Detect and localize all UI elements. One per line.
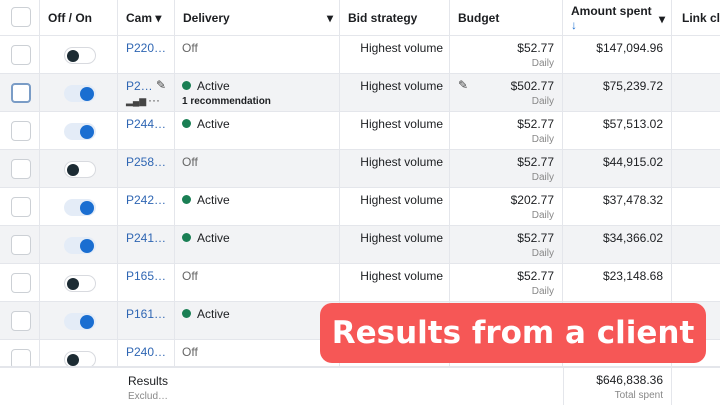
campaign-name-link[interactable]: P258… — [126, 155, 167, 169]
excluded-label: Exclud… — [128, 391, 169, 402]
budget-period: Daily — [531, 210, 554, 221]
header-link-clicks[interactable]: Link cli — [682, 11, 720, 25]
row-checkbox[interactable] — [11, 311, 31, 331]
campaign-name-link[interactable]: P241… — [126, 231, 167, 245]
budget-period: Daily — [531, 96, 554, 107]
active-status-dot — [182, 309, 191, 318]
bid-strategy: Highest volume — [360, 155, 443, 169]
caret-down-icon: ▾ — [155, 11, 162, 25]
campaign-toggle[interactable] — [64, 47, 96, 64]
header-amount-spent[interactable]: Amount spent ▾ ↓ — [563, 0, 672, 35]
budget-value: $52.77 — [517, 231, 554, 245]
budget-period: Daily — [531, 286, 554, 297]
campaign-toggle[interactable] — [64, 237, 96, 254]
delivery-status: Off — [182, 41, 198, 55]
amount-spent-value: $57,513.02 — [602, 117, 663, 131]
table-row[interactable]: P241… Active Highest volume $52.77 Daily … — [0, 226, 720, 264]
delivery-status: Off — [182, 345, 198, 359]
amount-spent-value: $23,148.68 — [602, 269, 663, 283]
header-budget[interactable]: Budget — [450, 0, 563, 35]
more-icon[interactable]: ··· — [148, 93, 160, 107]
campaign-name-link[interactable]: P220… — [126, 41, 167, 55]
row-checkbox[interactable] — [11, 121, 31, 141]
caption-banner: Results from a client — [320, 303, 706, 363]
table-footer: Results Exclud… $646,838.36 Total spent — [0, 366, 720, 405]
budget-period: Daily — [531, 58, 554, 69]
bid-strategy: Highest volume — [360, 231, 443, 245]
bid-strategy: Highest volume — [360, 41, 443, 55]
campaign-name-link[interactable]: P2… — [126, 79, 153, 93]
recommendation-label[interactable]: 1 recommendation — [182, 96, 271, 107]
campaign-name-link[interactable]: P165… — [126, 269, 167, 283]
budget-period: Daily — [531, 248, 554, 259]
caret-down-icon: ▾ — [326, 11, 333, 25]
campaign-name-link[interactable]: P240… — [126, 345, 167, 359]
edit-icon[interactable]: ✎ — [156, 78, 167, 92]
budget-value: $52.77 — [517, 117, 554, 131]
amount-spent-value: $147,094.96 — [596, 41, 663, 55]
chart-icon[interactable]: ▂▄▆ — [126, 96, 147, 106]
bid-strategy: Highest volume — [360, 269, 443, 283]
active-status-dot — [182, 233, 191, 242]
campaign-toggle[interactable] — [64, 313, 96, 330]
row-checkbox[interactable] — [11, 83, 31, 103]
total-spent-value: $646,838.36 — [596, 373, 663, 387]
row-checkbox[interactable] — [11, 235, 31, 255]
campaign-toggle[interactable] — [64, 161, 96, 178]
table-header: Off / On Cam ▾ Delivery ▾ Bid strategy Bu… — [0, 0, 720, 36]
delivery-status: Active — [197, 193, 230, 207]
delivery-status: Off — [182, 155, 198, 169]
caret-down-icon: ▾ — [658, 12, 665, 26]
total-spent-label: Total spent — [614, 390, 663, 401]
campaign-toggle[interactable] — [64, 275, 96, 292]
campaign-name-link[interactable]: P161… — [126, 307, 167, 321]
delivery-status: Active — [197, 117, 230, 131]
budget-value: $52.77 — [517, 269, 554, 283]
sort-descending-icon: ↓ — [571, 18, 577, 32]
campaign-toggle[interactable] — [64, 199, 96, 216]
budget-value: $52.77 — [517, 41, 554, 55]
campaign-name-link[interactable]: P242… — [126, 193, 167, 207]
table-row[interactable]: P242… Active Highest volume $202.77 Daily… — [0, 188, 720, 226]
results-label: Results — [128, 374, 169, 388]
budget-value: $502.77 — [510, 79, 554, 93]
header-bid-strategy[interactable]: Bid strategy — [340, 0, 450, 35]
budget-value: $202.77 — [510, 193, 554, 207]
campaign-name-link[interactable]: P244… — [126, 117, 167, 131]
header-cam[interactable]: Cam ▾ — [118, 0, 175, 35]
row-checkbox[interactable] — [11, 45, 31, 65]
header-off-on: Off / On — [40, 0, 118, 35]
budget-period: Daily — [531, 134, 554, 145]
table-row[interactable]: P165… Off Highest volume $52.77 Daily $23… — [0, 264, 720, 302]
bid-strategy: Highest volume — [360, 193, 443, 207]
row-checkbox[interactable] — [11, 197, 31, 217]
row-checkbox[interactable] — [11, 159, 31, 179]
delivery-status: Off — [182, 269, 198, 283]
amount-spent-value: $44,915.02 — [602, 155, 663, 169]
bid-strategy: Highest volume — [360, 79, 443, 93]
table-row[interactable]: P258… Off Highest volume $52.77 Daily $44… — [0, 150, 720, 188]
header-delivery[interactable]: Delivery ▾ — [175, 0, 340, 35]
active-status-dot — [182, 195, 191, 204]
table-row[interactable]: P2… ✎ ▂▄▆ ··· Active 1 recommendation Highes… — [0, 74, 720, 112]
amount-spent-value: $37,478.32 — [602, 193, 663, 207]
campaign-toggle[interactable] — [64, 85, 96, 102]
bid-strategy: Highest volume — [360, 117, 443, 131]
active-status-dot — [182, 81, 191, 90]
budget-value: $52.77 — [517, 155, 554, 169]
table-row[interactable]: P220… Off Highest volume $52.77 Daily $14… — [0, 36, 720, 74]
amount-spent-value: $34,366.02 — [602, 231, 663, 245]
delivery-status: Active — [197, 307, 230, 321]
row-checkbox[interactable] — [11, 273, 31, 293]
amount-spent-value: $75,239.72 — [602, 79, 663, 93]
select-all-checkbox[interactable] — [11, 7, 31, 27]
delivery-status: Active — [197, 231, 230, 245]
active-status-dot — [182, 119, 191, 128]
campaign-toggle[interactable] — [64, 123, 96, 140]
edit-budget-icon[interactable]: ✎ — [458, 78, 469, 92]
budget-period: Daily — [531, 172, 554, 183]
table-row[interactable]: P244… Active Highest volume $52.77 Daily … — [0, 112, 720, 150]
delivery-status: Active — [197, 79, 230, 93]
